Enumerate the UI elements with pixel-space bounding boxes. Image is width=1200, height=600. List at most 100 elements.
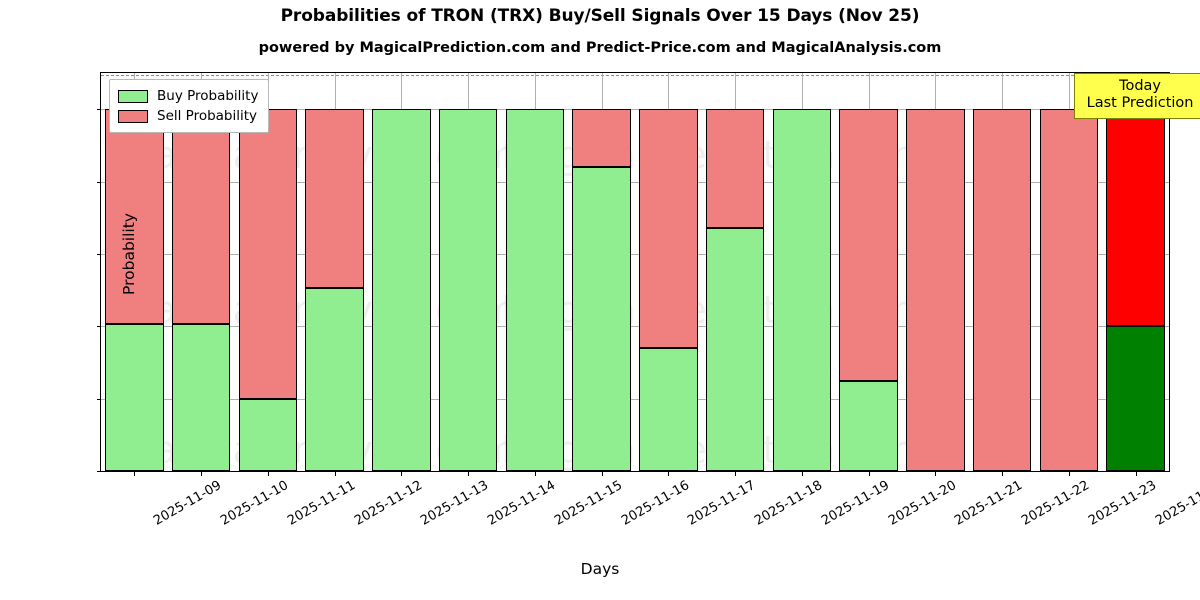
- bar-segment-buy[interactable]: [305, 288, 364, 471]
- bar[interactable]: [438, 73, 498, 471]
- today-annotation-line2: Last Prediction: [1086, 95, 1194, 112]
- bar-segment-sell[interactable]: [972, 109, 1032, 471]
- x-tick-mark: [134, 471, 136, 476]
- x-tick-label: 2025-11-13: [418, 478, 492, 529]
- today-annotation-line1: Today: [1119, 78, 1162, 94]
- x-tick-mark: [401, 471, 403, 476]
- page-title: Probabilities of TRON (TRX) Buy/Sell Sig…: [280, 6, 920, 26]
- x-tick-label: 2025-11-12: [351, 478, 425, 529]
- x-tick-label: 2025-11-23: [1085, 478, 1159, 529]
- x-tick-mark: [1068, 471, 1070, 476]
- bar-segment-sell[interactable]: [839, 109, 898, 381]
- legend-item-buy[interactable]: Buy Probability: [118, 86, 258, 106]
- bar-segment-buy[interactable]: [772, 109, 832, 471]
- bar-segment-sell[interactable]: [572, 109, 631, 168]
- x-axis-label: Days: [580, 560, 620, 578]
- legend-item-sell[interactable]: Sell Probability: [118, 106, 258, 126]
- y-tick-mark: [96, 181, 101, 183]
- bar-segment-buy[interactable]: [238, 398, 298, 471]
- y-gridline: [101, 398, 1169, 400]
- bar[interactable]: [505, 73, 565, 471]
- bar-segment-sell[interactable]: [639, 109, 698, 348]
- bar[interactable]: [639, 73, 698, 471]
- bar[interactable]: [772, 73, 832, 471]
- x-tick-label: 2025-11-19: [818, 478, 892, 529]
- bar[interactable]: [906, 73, 965, 471]
- bar-segment-sell[interactable]: [105, 109, 164, 325]
- bar-segment-buy[interactable]: [372, 109, 431, 471]
- bar[interactable]: [839, 73, 898, 471]
- x-tick-label: 2025-11-10: [218, 478, 292, 529]
- x-tick-label: 2025-11-18: [752, 478, 826, 529]
- x-tick-mark: [668, 471, 670, 476]
- legend-swatch-buy-icon: [118, 89, 148, 103]
- legend-label-buy: Buy Probability: [157, 88, 259, 104]
- bar-segment-sell[interactable]: [1106, 109, 1165, 327]
- x-tick-mark: [801, 471, 803, 476]
- bar-segment-sell[interactable]: [305, 109, 364, 289]
- x-tick-mark: [534, 471, 536, 476]
- bar-segment-sell[interactable]: [171, 109, 231, 325]
- x-tick-label: 2025-11-22: [1019, 478, 1093, 529]
- bar-segment-buy[interactable]: [105, 324, 164, 471]
- bar-segment-sell[interactable]: [238, 109, 298, 399]
- bar-segment-buy[interactable]: [171, 324, 231, 471]
- y-axis-label: Probability: [120, 213, 138, 295]
- bar[interactable]: [238, 73, 298, 471]
- y-gridline: [101, 253, 1169, 255]
- x-tick-mark: [601, 471, 603, 476]
- bar[interactable]: [305, 73, 364, 471]
- y-gridline: [101, 181, 1169, 183]
- x-tick-mark: [935, 471, 937, 476]
- bar[interactable]: [1039, 73, 1099, 471]
- x-tick-mark: [334, 471, 336, 476]
- x-tick-mark: [267, 471, 269, 476]
- bar-segment-buy[interactable]: [839, 380, 898, 471]
- bar-segment-buy[interactable]: [639, 347, 698, 471]
- bar-segment-buy[interactable]: [438, 109, 498, 471]
- x-tick-label: 2025-11-16: [618, 478, 692, 529]
- bar[interactable]: [572, 73, 631, 471]
- x-tick-label: 2025-11-15: [551, 478, 625, 529]
- bar-segment-sell[interactable]: [906, 109, 965, 471]
- y-tick-mark: [96, 471, 101, 472]
- x-tick-label: 2025-11-21: [952, 478, 1026, 529]
- x-tick-mark: [1135, 471, 1137, 476]
- bar[interactable]: [372, 73, 431, 471]
- x-tick-label: 2025-11-24: [1152, 478, 1200, 529]
- x-tick-mark: [201, 471, 203, 476]
- x-tick-mark: [468, 471, 470, 476]
- top-reference-line: [101, 74, 1169, 76]
- x-tick-mark: [735, 471, 737, 476]
- bar-segment-buy[interactable]: [705, 227, 765, 471]
- legend-swatch-sell-icon: [118, 109, 148, 123]
- plot-area: MagicalAnalysis.comMagicalPrediction.com…: [96, 72, 1200, 476]
- bar[interactable]: [105, 73, 164, 471]
- chart-legend: Buy Probability Sell Probability: [109, 79, 270, 133]
- x-tick-label: 2025-11-14: [485, 478, 559, 529]
- y-gridline: [101, 326, 1169, 328]
- bar-segment-sell[interactable]: [705, 109, 765, 228]
- bar-segment-buy[interactable]: [572, 167, 631, 471]
- x-tick-mark: [868, 471, 870, 476]
- y-tick-mark: [96, 398, 101, 400]
- chart-subtitle: powered by MagicalPrediction.com and Pre…: [258, 40, 942, 56]
- x-tick-label: 2025-11-20: [885, 478, 959, 529]
- bar-segment-buy[interactable]: [505, 109, 565, 471]
- bar-today[interactable]: [1106, 73, 1165, 471]
- y-tick-mark: [96, 253, 101, 255]
- bar-segment-buy[interactable]: [1106, 326, 1165, 471]
- x-tick-label: 2025-11-17: [685, 478, 759, 529]
- bar[interactable]: [972, 73, 1032, 471]
- bar-segment-sell[interactable]: [1039, 109, 1099, 471]
- y-gridline: [101, 109, 1169, 111]
- bar[interactable]: [705, 73, 765, 471]
- legend-label-sell: Sell Probability: [157, 108, 258, 124]
- bar[interactable]: [171, 73, 231, 471]
- x-tick-label: 2025-11-09: [151, 478, 225, 529]
- x-tick-mark: [1002, 471, 1004, 476]
- today-annotation: Today Last Prediction: [1073, 73, 1200, 120]
- y-tick-mark: [96, 326, 101, 328]
- x-tick-label: 2025-11-11: [284, 478, 358, 529]
